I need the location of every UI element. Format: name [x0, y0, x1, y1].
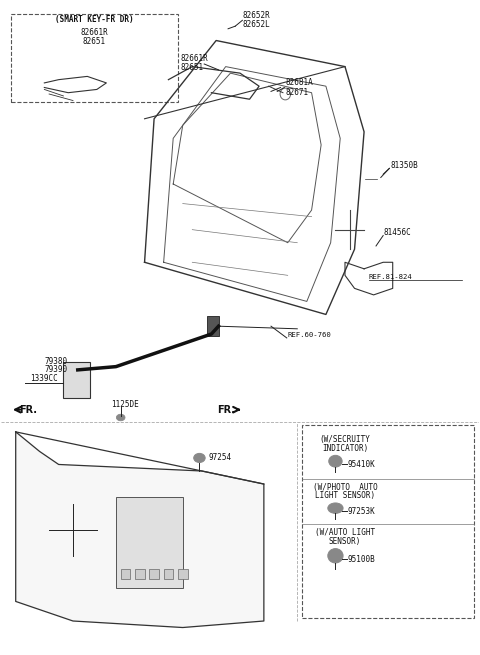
Text: 82671: 82671	[285, 88, 309, 96]
Text: 79390: 79390	[44, 365, 68, 374]
Text: 95100B: 95100B	[348, 555, 375, 563]
Ellipse shape	[328, 503, 343, 514]
Ellipse shape	[328, 549, 343, 563]
Text: LIGHT SENSOR): LIGHT SENSOR)	[315, 491, 375, 500]
Bar	[116, 497, 183, 588]
Text: REF.81-824: REF.81-824	[369, 274, 413, 280]
Text: (W/PHOTO  AUTO: (W/PHOTO AUTO	[312, 483, 377, 492]
Ellipse shape	[194, 453, 205, 462]
Bar	[11, 14, 178, 102]
Bar	[63, 362, 90, 398]
Bar	[135, 569, 144, 578]
Text: (W/SECRUITY: (W/SECRUITY	[320, 435, 371, 444]
Text: (SMART KEY-FR DR): (SMART KEY-FR DR)	[55, 15, 134, 24]
Text: 97254: 97254	[209, 453, 232, 462]
Text: 1125DE: 1125DE	[111, 400, 139, 409]
Text: (W/AUTO LIGHT: (W/AUTO LIGHT	[315, 529, 375, 538]
Text: 79380: 79380	[44, 357, 68, 366]
Bar	[149, 569, 159, 578]
Polygon shape	[16, 432, 264, 627]
Text: 95410K: 95410K	[348, 460, 375, 469]
Bar	[120, 569, 130, 578]
Bar	[164, 569, 173, 578]
Text: INDICATOR): INDICATOR)	[322, 443, 368, 453]
Text: 82652L: 82652L	[242, 20, 270, 29]
Text: 82661R: 82661R	[180, 54, 208, 64]
Text: 82651: 82651	[83, 37, 106, 47]
Bar	[178, 569, 188, 578]
Text: SENSOR): SENSOR)	[329, 537, 361, 546]
Ellipse shape	[329, 455, 342, 467]
Text: REF.60-760: REF.60-760	[288, 332, 332, 339]
Text: 82661R: 82661R	[81, 28, 108, 37]
Bar	[302, 425, 474, 618]
Text: 97253K: 97253K	[348, 507, 375, 516]
Text: 1339CC: 1339CC	[30, 374, 58, 383]
Text: FR.: FR.	[19, 405, 36, 415]
Text: 81456C: 81456C	[383, 229, 411, 237]
Text: 82651: 82651	[180, 64, 204, 73]
Ellipse shape	[116, 414, 125, 421]
Text: 81350B: 81350B	[390, 161, 418, 170]
Text: 82652R: 82652R	[242, 11, 270, 20]
Text: FR.: FR.	[216, 405, 235, 415]
Bar	[206, 316, 218, 336]
Text: 82681A: 82681A	[285, 79, 313, 87]
